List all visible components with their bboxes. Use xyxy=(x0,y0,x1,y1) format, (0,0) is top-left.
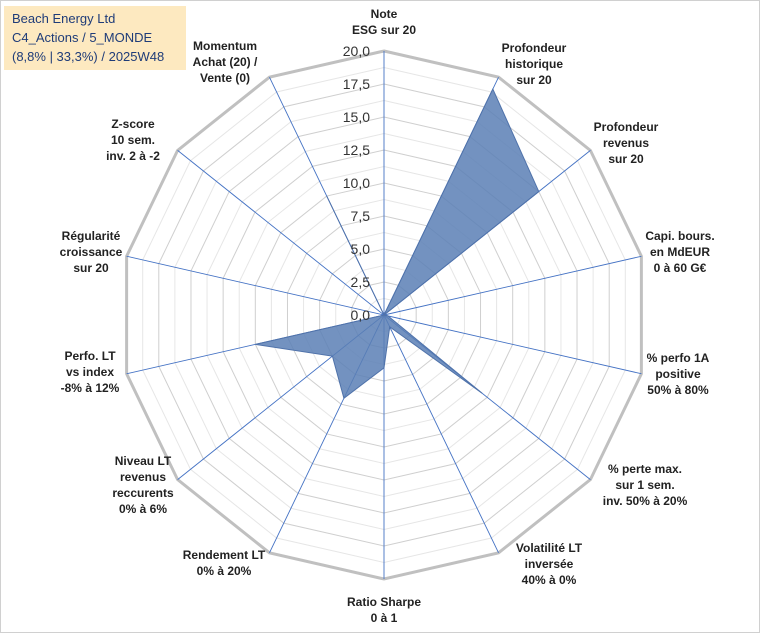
axis-label: Profondeur historique sur 20 xyxy=(502,41,567,87)
tick-label: 20,0 xyxy=(343,43,370,59)
axis-spoke xyxy=(177,150,385,316)
axis-label: Note ESG sur 20 xyxy=(352,7,416,37)
axis-label: Ratio Sharpe 0 à 1 xyxy=(347,595,421,625)
axis-spoke xyxy=(126,255,385,316)
axis-label: Régularité croissance sur 20 xyxy=(60,229,123,275)
title-line-company: Beach Energy Ltd xyxy=(12,11,116,26)
series-area xyxy=(255,87,540,400)
axis-label: % perfo 1A positive 50% à 80% xyxy=(647,351,710,397)
axis-spoke xyxy=(383,314,642,375)
axis-label: Rendement LT 0% à 20% xyxy=(183,548,266,578)
axis-label: Momentum Achat (20) / Vente (0) xyxy=(193,39,258,85)
axis-label: Perfo. LT vs index -8% à 12% xyxy=(61,349,120,395)
chart-title-box: Beach Energy Ltd C4_Actions / 5_MONDE (8… xyxy=(4,6,186,70)
tick-label: 17,5 xyxy=(343,76,370,92)
tick-label: 15,0 xyxy=(343,109,370,125)
axis-label: % perte max. sur 1 sem. inv. 50% à 20% xyxy=(603,462,688,508)
tick-label: 10,0 xyxy=(343,175,370,191)
tick-label: 12,5 xyxy=(343,142,370,158)
tick-label: 5,0 xyxy=(351,241,371,257)
axis-spoke xyxy=(383,255,642,316)
tick-label: 0,0 xyxy=(351,307,371,323)
axis-spoke xyxy=(383,314,499,554)
title-line-stats: (8,8% | 33,3%) / 2025W48 xyxy=(12,49,165,64)
axis-label: Z-score 10 sem. inv. 2 à -2 xyxy=(106,117,160,163)
title-line-portfolio: C4_Actions / 5_MONDE xyxy=(12,30,153,45)
tick-label: 7,5 xyxy=(351,208,371,224)
axis-label: Profondeur revenus sur 20 xyxy=(594,120,659,166)
axis-label: Capi. bours. en MdEUR 0 à 60 G€ xyxy=(645,229,714,275)
axis-label: Volatilité LT inversée 40% à 0% xyxy=(516,541,583,587)
tick-label: 2,5 xyxy=(351,274,371,290)
axis-label: Niveau LT revenus reccurents 0% à 6% xyxy=(112,454,174,516)
